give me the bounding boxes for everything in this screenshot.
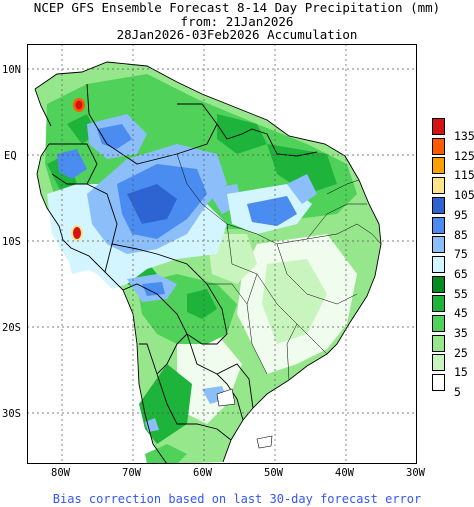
map-init-date: from: 21Jan2026 <box>180 14 294 29</box>
lat-label-30s: 30S <box>2 408 21 420</box>
legend-label-75: 75 <box>454 247 468 262</box>
lon-label-30w: 30W <box>406 467 425 479</box>
lon-label-70w: 70W <box>122 467 141 479</box>
precipitation-map <box>27 44 417 464</box>
legend-label-115: 115 <box>454 168 474 183</box>
lon-label-50w: 50W <box>264 467 283 479</box>
legend-swatch-35 <box>432 315 445 332</box>
lat-label-20s: 20S <box>2 322 21 334</box>
legend-swatch-85 <box>432 216 445 234</box>
lon-label-40w: 40W <box>335 467 354 479</box>
legend-label-85: 85 <box>454 227 468 242</box>
state-borders <box>176 153 382 381</box>
legend-swatch-15 <box>432 354 445 372</box>
legend-label-135: 135 <box>454 129 474 143</box>
legend-swatch-75 <box>432 236 445 254</box>
legend-label-55: 55 <box>454 286 468 301</box>
legend-swatch-55 <box>432 275 445 293</box>
lakes <box>216 388 273 449</box>
extreme-precip-cells <box>71 98 85 241</box>
lon-label-80w: 80W <box>51 467 70 479</box>
legend-swatch-95 <box>432 196 445 214</box>
legend-swatch-105 <box>432 177 445 195</box>
legend-swatch-5 <box>432 374 445 392</box>
bias-correction-note: Bias correction based on last 30-day for… <box>52 492 422 506</box>
lat-label-10s: 10S <box>2 236 21 248</box>
legend-swatch-135 <box>432 118 445 135</box>
legend-label-25: 25 <box>454 345 468 360</box>
lat-lon-grid <box>27 44 417 464</box>
legend-label-15: 15 <box>454 365 468 380</box>
legend-label-65: 65 <box>454 266 468 281</box>
legend-swatch-125 <box>432 137 445 155</box>
lat-label-10n: 10N <box>2 64 21 76</box>
legend-swatch-65 <box>432 255 445 273</box>
legend-label-125: 125 <box>454 148 474 163</box>
legend-swatch-115 <box>432 157 445 175</box>
legend-swatch-45 <box>432 295 445 313</box>
heavy-precip-layer <box>47 114 317 432</box>
legend-label-95: 95 <box>454 207 468 222</box>
legend-label-45: 45 <box>454 306 468 321</box>
map-accumulation-period: 28Jan2026-03Feb2026 Accumulation <box>116 27 358 42</box>
legend-swatch-25 <box>432 334 445 352</box>
legend-label-35: 35 <box>454 326 468 340</box>
lat-label-eq: EQ <box>4 150 17 162</box>
legend-label-5: 5 <box>454 385 461 400</box>
map-title: NCEP GFS Ensemble Forecast 8-14 Day Prec… <box>33 0 441 15</box>
legend-label-105: 105 <box>454 188 474 203</box>
lon-label-60w: 60W <box>193 467 212 479</box>
map-frame <box>27 44 417 464</box>
